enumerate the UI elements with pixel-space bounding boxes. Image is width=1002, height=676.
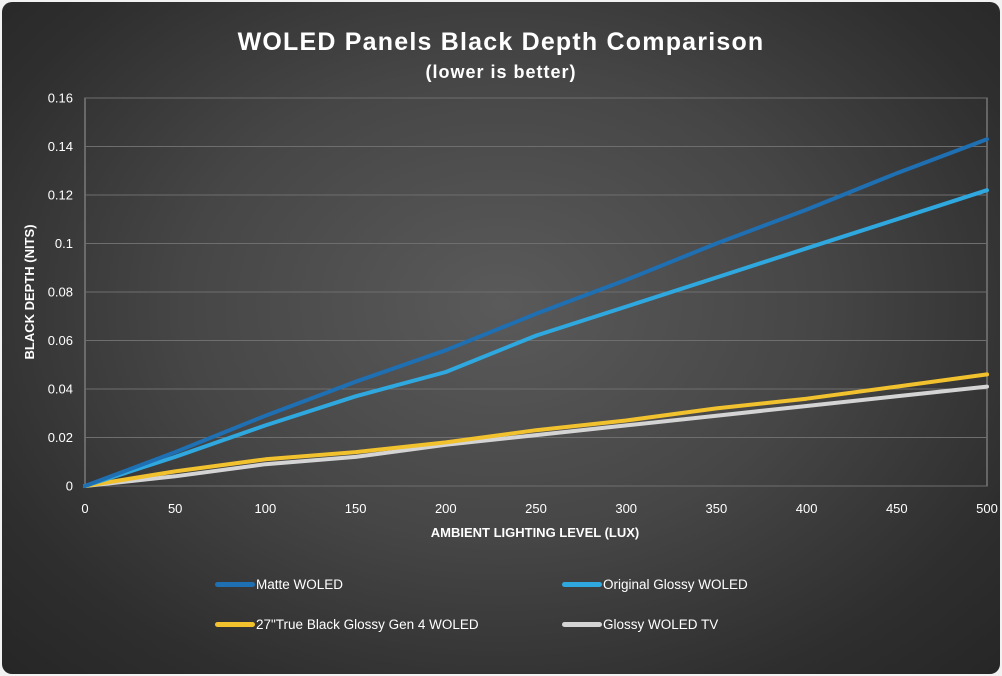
- x-tick-label: 400: [796, 501, 818, 516]
- legend-label: 27"True Black Glossy Gen 4 WOLED: [256, 616, 479, 632]
- y-tick-label: 0.1: [55, 236, 73, 251]
- y-axis-title: BLACK DEPTH (NITS): [22, 224, 37, 359]
- legend-swatch: [562, 581, 602, 587]
- series-line-1: [83, 188, 989, 488]
- chart-title: WOLED Panels Black Depth Comparison: [237, 28, 765, 56]
- x-tick-label: 0: [81, 501, 88, 516]
- legend-item: 27"True Black Glossy Gen 4 WOLED: [215, 614, 479, 634]
- y-tick-label: 0.12: [48, 188, 73, 203]
- legend-label: Original Glossy WOLED: [603, 576, 748, 592]
- legend-item: Glossy WOLED TV: [562, 614, 718, 634]
- legend-label: Glossy WOLED TV: [603, 616, 719, 632]
- y-tick-label: 0.06: [48, 333, 73, 348]
- series-line-3: [83, 384, 989, 488]
- x-tick-label: 450: [886, 501, 908, 516]
- x-tick-label: 300: [615, 501, 637, 516]
- x-tick-label: 250: [525, 501, 547, 516]
- x-tick-label: 500: [976, 501, 998, 516]
- legend-swatch: [562, 621, 602, 627]
- y-tick-label: 0: [66, 479, 73, 494]
- chart-subtitle: (lower is better): [425, 62, 577, 82]
- x-tick-label: 350: [706, 501, 728, 516]
- y-tick-label: 0.14: [48, 139, 73, 154]
- legend-swatch: [215, 581, 255, 587]
- x-tick-label: 50: [168, 501, 182, 516]
- y-tick-label: 0.04: [48, 382, 73, 397]
- x-axis-title: AMBIENT LIGHTING LEVEL (LUX): [431, 525, 639, 540]
- y-tick-label: 0.02: [48, 430, 73, 445]
- series-line-2: [83, 372, 989, 488]
- x-tick-label: 100: [255, 501, 277, 516]
- legend-item: Original Glossy WOLED: [562, 574, 748, 594]
- x-tick-label: 200: [435, 501, 457, 516]
- x-tick-label: 150: [345, 501, 367, 516]
- y-tick-label: 0.08: [48, 285, 73, 300]
- legend-item: Matte WOLED: [215, 574, 343, 594]
- legend-label: Matte WOLED: [256, 576, 344, 592]
- legend-swatch: [215, 621, 255, 627]
- series-line-0: [83, 137, 989, 488]
- y-tick-label: 0.16: [48, 91, 73, 106]
